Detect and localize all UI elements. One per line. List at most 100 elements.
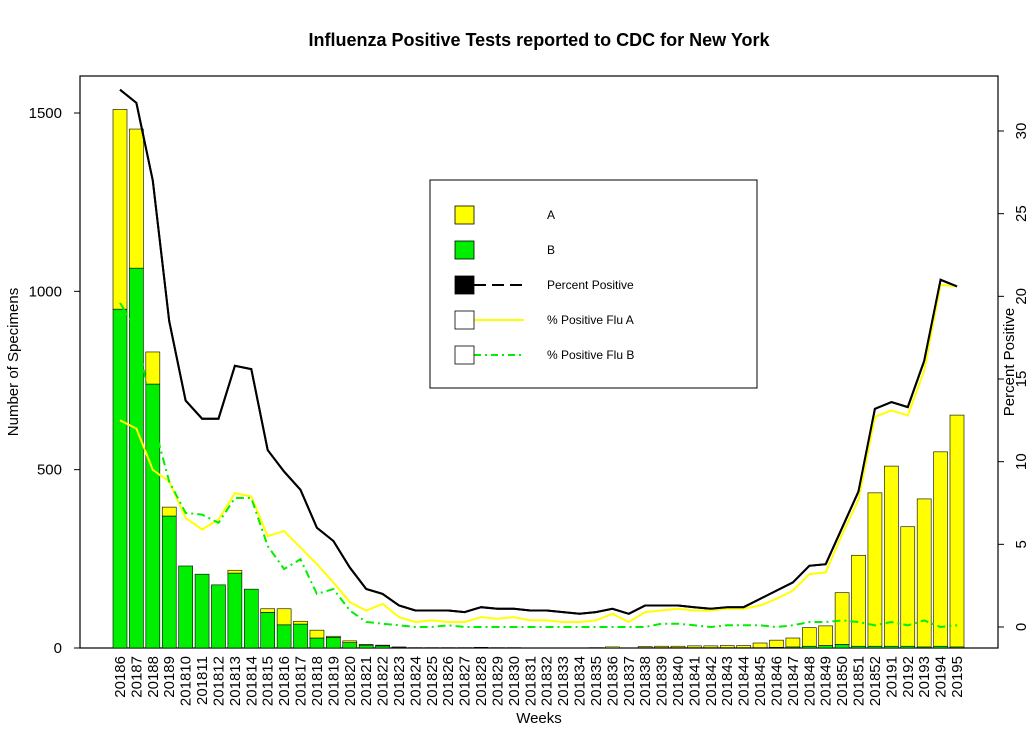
x-tick-label: 201848 (801, 656, 818, 706)
bar-a (605, 646, 620, 649)
line-group (119, 88, 958, 629)
bar-b (375, 645, 390, 649)
y2-axis-label: Percent Positive (1001, 308, 1018, 416)
bar-a (129, 128, 144, 269)
legend-swatch (454, 310, 475, 330)
bar-a (769, 639, 784, 648)
y2-tick-label: 15 (1013, 371, 1030, 388)
bar-a (276, 608, 292, 626)
x-tick-label: 201811 (194, 656, 211, 705)
bar-a (670, 645, 686, 648)
bar-a (851, 554, 866, 647)
x-tick-label: 201823 (391, 656, 408, 706)
x-tick-label: 201836 (604, 656, 621, 706)
y2-tick-label: 25 (1013, 205, 1030, 222)
x-tick-label: 20192 (900, 656, 917, 698)
legend-label: A (547, 208, 555, 222)
x-tick-label: 201845 (752, 656, 769, 706)
x-tick-label: 201812 (210, 656, 227, 706)
x-tick-label: 201838 (637, 656, 654, 706)
x-tick-label: 20194 (933, 656, 950, 698)
x-tick-label: 201829 (489, 656, 506, 706)
bar-a (375, 644, 390, 647)
y2-tick-label: 10 (1013, 453, 1030, 470)
x-tick-label: 201840 (670, 656, 687, 706)
bar-a (112, 109, 128, 310)
legend-swatch (454, 275, 475, 295)
bar-a (752, 642, 768, 648)
x-tick-label: 201821 (358, 656, 375, 706)
y-tick-label: 0 (54, 640, 62, 657)
x-axis: 20186 20187 20188 20189 201810 201811 201812 20… (112, 656, 966, 706)
bar-a (736, 645, 751, 648)
bar-a (916, 498, 932, 648)
chart-title: Influenza Positive Tests reported to CDC… (308, 30, 770, 50)
bar-b (260, 612, 276, 649)
x-tick-label: 201824 (407, 656, 424, 706)
bar-a (326, 635, 341, 638)
bar-b (834, 644, 850, 649)
percent-positive-line-solid (119, 88, 958, 615)
bar-b (112, 308, 128, 649)
y2-tick-label: 30 (1013, 123, 1030, 140)
bar-a (637, 646, 653, 648)
flu-a-percent-line (119, 283, 958, 624)
bar-a (884, 465, 899, 647)
x-tick-label: 201820 (342, 656, 359, 706)
bar-a (703, 645, 719, 648)
x-tick-label: 201837 (621, 656, 638, 706)
legend-swatch (454, 205, 475, 225)
y-tick-label: 1500 (29, 105, 62, 122)
bar-b (194, 573, 210, 649)
bar-a (342, 640, 358, 643)
plot-frame (79, 75, 999, 649)
x-tick-label: 201844 (736, 656, 753, 706)
left-y-axis: 0 500 1000 1500 (29, 105, 80, 657)
bar-a (801, 627, 817, 647)
bar-a (834, 592, 850, 645)
x-tick-label: 20189 (161, 656, 178, 698)
x-tick-label: 201822 (375, 656, 392, 706)
bar-b (178, 565, 193, 649)
bar-b (129, 267, 144, 649)
bar-b (326, 636, 341, 649)
bar-b (309, 637, 325, 649)
y-tick-label: 500 (37, 462, 62, 479)
x-axis-label: Weeks (516, 710, 562, 727)
x-tick-label: 201828 (473, 656, 490, 706)
x-tick-label: 20187 (128, 656, 145, 698)
bar-a (867, 492, 883, 647)
x-tick-label: 20191 (883, 656, 900, 698)
bar-b (243, 588, 259, 649)
x-tick-label: 201815 (260, 656, 277, 706)
x-tick-label: 201849 (818, 656, 835, 706)
x-tick-label: 201818 (309, 656, 326, 706)
bar-a (949, 414, 965, 648)
bar-a (818, 625, 834, 646)
bar-b (227, 572, 243, 649)
bar-b (276, 624, 292, 649)
bar-a (785, 637, 801, 648)
bar-a (687, 645, 702, 648)
right-y-axis: 0 5 10 15 20 25 30 (998, 123, 1030, 631)
x-tick-label: 20195 (949, 656, 966, 698)
x-tick-label: 201842 (703, 656, 720, 706)
x-tick-label: 201826 (440, 656, 457, 706)
bar-a (933, 451, 948, 647)
legend-label: % Positive Flu A (547, 313, 634, 327)
x-tick-label: 201835 (588, 656, 605, 706)
x-tick-label: 201832 (539, 656, 556, 706)
x-tick-label: 201839 (654, 656, 671, 706)
x-tick-label: 201817 (293, 656, 310, 706)
y-tick-label: 1000 (29, 283, 62, 300)
bar-a (161, 506, 177, 517)
y2-tick-label: 5 (1013, 540, 1030, 548)
x-tick-label: 201841 (686, 656, 703, 706)
x-tick-label: 201852 (867, 656, 884, 706)
x-tick-label: 201810 (178, 656, 195, 706)
bar-a (900, 526, 916, 647)
bar-a (654, 645, 669, 648)
x-tick-label: 201851 (851, 656, 868, 706)
x-tick-label: 201833 (555, 656, 572, 706)
bar-b (358, 644, 374, 649)
